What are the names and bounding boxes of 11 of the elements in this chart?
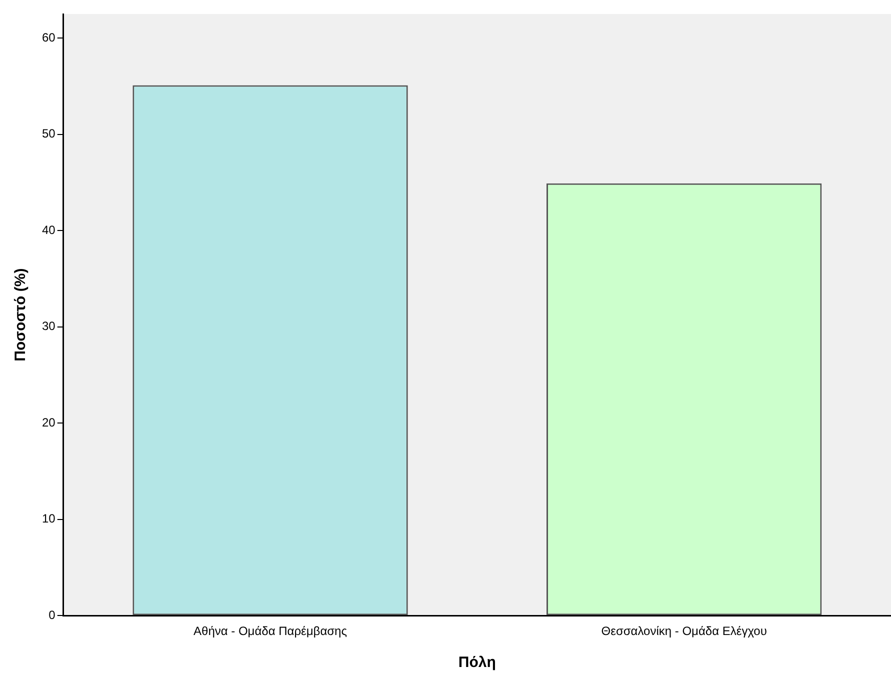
- y-tick-label: 30: [42, 319, 56, 334]
- x-tick-label: Θεσσαλονίκη - Ομάδα Ελέγχου: [601, 624, 767, 638]
- y-tick-label: 10: [42, 512, 56, 526]
- x-tick-label: Αθήνα - Ομάδα Παρέμβασης: [194, 624, 348, 638]
- x-axis-title: Πόλη: [458, 654, 496, 672]
- y-tick-label: 40: [42, 222, 56, 237]
- y-tick-label: 0: [48, 608, 56, 622]
- y-tick-label: 60: [42, 30, 56, 44]
- y-axis-title: Ποσοστό (%): [12, 268, 30, 362]
- y-tick-label: 20: [42, 415, 56, 430]
- y-tick-label: 50: [42, 126, 56, 141]
